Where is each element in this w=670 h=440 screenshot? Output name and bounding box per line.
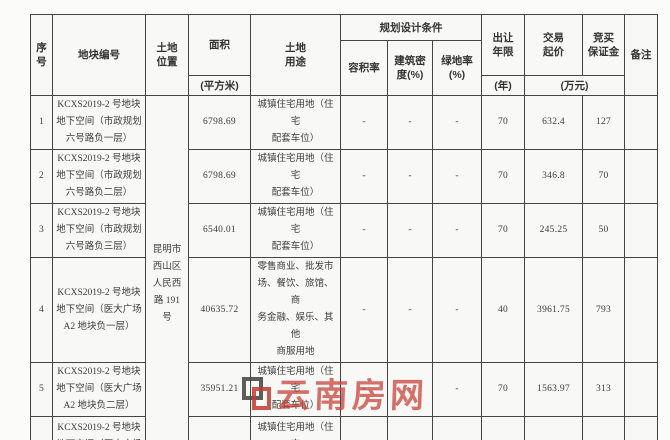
- cell-land-use: 城镇住宅用地（住宅 配套车位）: [250, 95, 341, 150]
- cell-note: [624, 257, 659, 363]
- cell-price: 572.47: [524, 416, 584, 440]
- cell-deposit: 127: [582, 95, 626, 150]
- cell-location: 昆明市 西山区 人民西 路 191 号: [145, 95, 189, 440]
- header-far: 容积率: [340, 40, 388, 96]
- cell-note: [624, 95, 659, 150]
- cell-density: -: [387, 416, 433, 440]
- cell-area: 6798.69: [188, 95, 251, 150]
- cell-parcel-id: KCXS2019-2 号地块 地下空间（市政规划 六号路负一层）: [52, 95, 146, 150]
- table-row: 1 KCXS2019-2 号地块 地下空间（市政规划 六号路负一层） 昆明市 西…: [30, 95, 659, 440]
- header-parcel-id: 地块编号: [52, 14, 146, 96]
- header-start-price: 交易 起价: [524, 14, 584, 76]
- cell-land-use: 城镇住宅用地（住宅 配套车位）: [250, 362, 341, 417]
- cell-land-use: 城镇住宅用地（住宅 配套车位）: [250, 149, 341, 204]
- cell-note: [624, 362, 659, 417]
- header-bid-deposit: 竞买 保证金: [582, 14, 626, 76]
- header-area-unit: (平方米): [188, 75, 251, 96]
- cell-density: -: [387, 362, 433, 417]
- cell-land-use: 城镇住宅用地（住宅 配套车位）: [250, 416, 341, 440]
- cell-no: 1: [30, 95, 53, 150]
- cell-deposit: 115: [582, 416, 626, 440]
- cell-density: -: [387, 149, 433, 204]
- cell-area: 6798.69: [188, 149, 251, 204]
- cell-land-use: 零售商业、批发市 场、餐饮、旅馆、商 务金融、娱乐、其他 商服用地: [250, 257, 341, 363]
- cell-far: -: [340, 95, 388, 150]
- cell-price: 632.4: [524, 95, 584, 150]
- table-row: 2 KCXS2019-2 号地块 地下空间（市政规划 六号路负二层） 6798.…: [30, 149, 659, 204]
- cell-density: -: [387, 95, 433, 150]
- table-row: 5 KCXS2019-2 号地块 地下空间（医大广场 A2 地块负二层） 359…: [30, 362, 659, 417]
- header-money-unit: (万元): [524, 75, 626, 96]
- cell-green: -: [431, 149, 483, 204]
- cell-far: -: [340, 362, 388, 417]
- cell-price: 3961.75: [524, 257, 584, 363]
- cell-far: -: [340, 257, 388, 363]
- header-location: 土地 位置: [145, 14, 189, 96]
- cell-parcel-id: KCXS2019-2 号地块 地下空间（医大广场 A2 地块负二层）: [52, 362, 146, 417]
- cell-no: 2: [30, 149, 53, 204]
- cell-note: [624, 416, 659, 440]
- cell-density: -: [387, 203, 433, 258]
- table-row: 4 KCXS2019-2 号地块 地下空间（医大广场 A2 地块负一层） 406…: [30, 257, 659, 363]
- cell-deposit: 313: [582, 362, 626, 417]
- header-green-rate: 绿地率 (%): [431, 40, 483, 96]
- cell-price: 346.8: [524, 149, 584, 204]
- header-note: 备注: [624, 14, 659, 96]
- land-auction-table: 序 号 地块编号 土地 位置 面积 土地 用途 规划设计条件 出让 年限 交易 …: [30, 14, 659, 440]
- header-no: 序 号: [30, 14, 53, 96]
- cell-far: -: [340, 149, 388, 204]
- cell-land-use: 城镇住宅用地（住宅 配套车位）: [250, 203, 341, 258]
- cell-term: 70: [481, 362, 526, 417]
- header-planning-conditions: 规划设计条件: [339, 14, 483, 41]
- cell-area: 6540.01: [188, 203, 251, 258]
- cell-area: 16590.32: [188, 416, 251, 440]
- header-term-unit: (年): [481, 75, 526, 96]
- cell-term: 70: [481, 203, 526, 258]
- cell-far: -: [340, 203, 388, 258]
- cell-no: 4: [30, 257, 53, 363]
- header-land-use: 土地 用途: [250, 14, 341, 96]
- cell-price: 245.25: [524, 203, 584, 258]
- cell-area: 35951.21: [188, 362, 251, 417]
- cell-density: -: [387, 257, 433, 363]
- table-row: 6 KCXS2019-2 号地块 地下空间（医大广场 A2 地块负三层） 165…: [30, 416, 659, 440]
- cell-term: 70: [481, 416, 526, 440]
- cell-green: -: [431, 416, 483, 440]
- cell-price: 1563.97: [524, 362, 584, 417]
- cell-green: -: [431, 257, 483, 363]
- cell-parcel-id: KCXS2019-2 号地块 地下空间（医大广场 A2 地块负一层）: [52, 257, 146, 363]
- cell-no: 3: [30, 203, 53, 258]
- cell-note: [624, 203, 659, 258]
- cell-far: -: [340, 416, 388, 440]
- cell-term: 70: [481, 95, 526, 150]
- header-area: 面积: [188, 14, 251, 76]
- cell-no: 6: [30, 416, 53, 440]
- cell-parcel-id: KCXS2019-2 号地块 地下空间（医大广场 A2 地块负三层）: [52, 416, 146, 440]
- cell-term: 70: [481, 149, 526, 204]
- cell-deposit: 793: [582, 257, 626, 363]
- cell-deposit: 50: [582, 203, 626, 258]
- header-building-density: 建筑密 度(%): [387, 40, 433, 96]
- cell-area: 40635.72: [188, 257, 251, 363]
- cell-parcel-id: KCXS2019-2 号地块 地下空间（市政规划 六号路负三层）: [52, 203, 146, 258]
- cell-green: -: [431, 203, 483, 258]
- cell-green: -: [431, 362, 483, 417]
- cell-deposit: 70: [582, 149, 626, 204]
- header-transfer-term: 出让 年限: [481, 14, 526, 76]
- cell-parcel-id: KCXS2019-2 号地块 地下空间（市政规划 六号路负二层）: [52, 149, 146, 204]
- cell-term: 40: [481, 257, 526, 363]
- cell-green: -: [431, 95, 483, 150]
- cell-no: 5: [30, 362, 53, 417]
- cell-note: [624, 149, 659, 204]
- table-row: 3 KCXS2019-2 号地块 地下空间（市政规划 六号路负三层） 6540.…: [30, 203, 659, 258]
